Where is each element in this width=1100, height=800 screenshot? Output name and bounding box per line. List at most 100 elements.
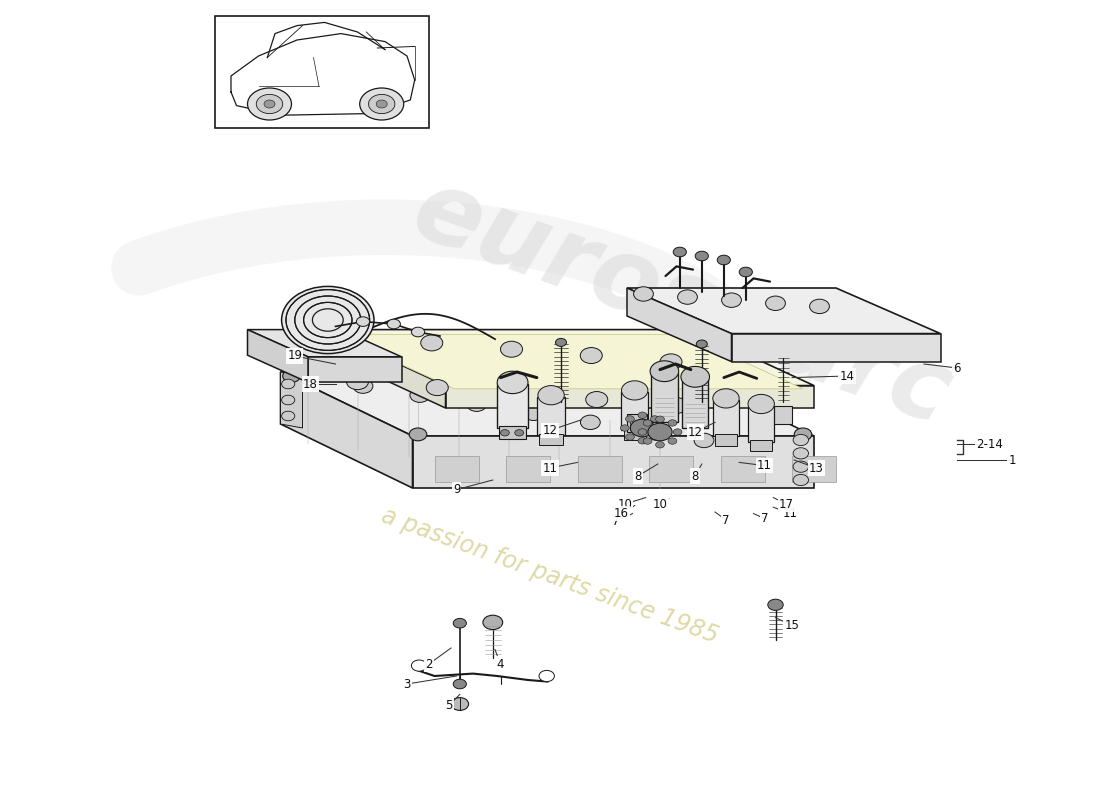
Circle shape: [793, 461, 808, 472]
Circle shape: [666, 398, 688, 414]
Bar: [214, 16, 429, 128]
Circle shape: [538, 386, 564, 405]
Circle shape: [346, 374, 368, 390]
Circle shape: [695, 251, 708, 261]
Circle shape: [248, 88, 292, 120]
Bar: [497, 384, 528, 428]
Circle shape: [360, 88, 404, 120]
Circle shape: [500, 430, 509, 436]
Circle shape: [387, 319, 400, 329]
Circle shape: [638, 412, 647, 418]
Circle shape: [506, 386, 528, 402]
Text: 16: 16: [614, 507, 629, 520]
Circle shape: [656, 425, 664, 431]
Circle shape: [694, 434, 714, 448]
Polygon shape: [324, 330, 814, 386]
Circle shape: [585, 391, 607, 407]
Circle shape: [634, 286, 653, 301]
Polygon shape: [324, 330, 446, 408]
Bar: [434, 456, 478, 482]
Bar: [682, 378, 708, 428]
Circle shape: [409, 428, 427, 441]
Circle shape: [638, 429, 647, 435]
Circle shape: [681, 366, 710, 387]
Polygon shape: [627, 288, 732, 362]
Polygon shape: [336, 334, 803, 389]
Text: 2-14: 2-14: [977, 438, 1003, 450]
Circle shape: [793, 448, 808, 459]
Circle shape: [638, 438, 647, 444]
Bar: [506, 456, 550, 482]
Circle shape: [673, 429, 682, 435]
Circle shape: [282, 395, 295, 405]
Polygon shape: [248, 330, 402, 357]
Text: 15: 15: [784, 619, 800, 632]
Circle shape: [713, 389, 739, 408]
Circle shape: [453, 679, 466, 689]
Circle shape: [524, 406, 543, 421]
Text: 9: 9: [453, 483, 460, 496]
Circle shape: [626, 434, 635, 440]
Text: 6: 6: [954, 362, 960, 374]
Text: 13: 13: [808, 462, 824, 474]
Circle shape: [766, 296, 785, 310]
Circle shape: [650, 361, 679, 382]
Circle shape: [282, 286, 374, 354]
Text: 10: 10: [652, 498, 668, 510]
Text: 4: 4: [497, 658, 504, 670]
Text: 19: 19: [287, 350, 303, 362]
Circle shape: [539, 670, 554, 682]
Polygon shape: [280, 372, 412, 488]
Text: 11: 11: [542, 462, 558, 474]
Polygon shape: [308, 357, 402, 382]
Bar: [539, 434, 563, 445]
Bar: [713, 400, 739, 436]
Circle shape: [515, 430, 524, 436]
Circle shape: [644, 438, 652, 444]
Circle shape: [794, 428, 812, 441]
Circle shape: [410, 388, 430, 402]
Circle shape: [717, 255, 730, 265]
Bar: [578, 456, 621, 482]
Bar: [621, 392, 648, 430]
Circle shape: [810, 299, 829, 314]
Circle shape: [650, 434, 659, 440]
Polygon shape: [280, 372, 302, 428]
Text: 5: 5: [446, 699, 452, 712]
Polygon shape: [446, 386, 814, 408]
Text: eurosourc: eurosourc: [399, 162, 965, 446]
Circle shape: [793, 474, 808, 486]
Bar: [715, 434, 737, 446]
Bar: [537, 397, 565, 435]
Circle shape: [650, 416, 659, 422]
Text: 12: 12: [688, 426, 703, 438]
Circle shape: [668, 420, 676, 426]
Circle shape: [637, 424, 657, 438]
Text: 11: 11: [757, 459, 772, 472]
Text: 2: 2: [426, 658, 432, 670]
Text: 8: 8: [635, 470, 641, 482]
Circle shape: [660, 354, 682, 370]
Bar: [750, 440, 772, 451]
Bar: [649, 456, 693, 482]
Circle shape: [500, 342, 522, 358]
Circle shape: [556, 338, 566, 346]
Circle shape: [748, 394, 774, 414]
Bar: [768, 406, 792, 424]
Circle shape: [793, 434, 808, 446]
Circle shape: [662, 370, 680, 382]
Text: 11: 11: [782, 507, 797, 520]
Polygon shape: [248, 330, 308, 382]
Circle shape: [283, 370, 300, 382]
Circle shape: [483, 615, 503, 630]
Polygon shape: [280, 372, 814, 436]
Circle shape: [264, 100, 275, 108]
Text: 7: 7: [761, 512, 768, 525]
Text: 7: 7: [723, 514, 729, 526]
Circle shape: [656, 442, 664, 448]
Circle shape: [368, 94, 395, 114]
Bar: [651, 373, 678, 422]
Bar: [792, 456, 836, 482]
Circle shape: [353, 379, 373, 394]
Circle shape: [497, 371, 528, 394]
